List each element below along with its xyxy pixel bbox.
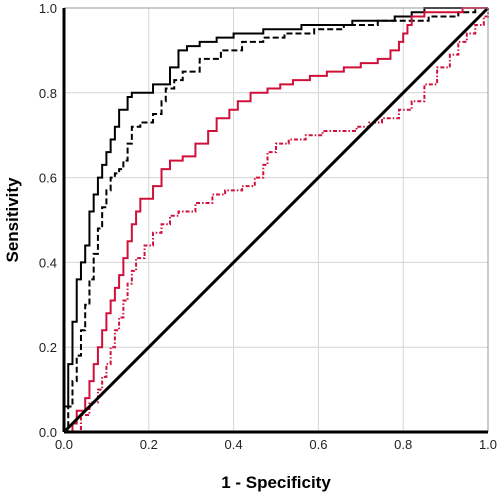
y-tick-label: 0.8 <box>39 86 57 101</box>
x-tick-label: 0.4 <box>225 437 243 452</box>
reference-diagonal-line <box>62 6 490 434</box>
y-tick-label: 0.4 <box>39 255 57 270</box>
y-tick-label: 0.2 <box>39 340 57 355</box>
axes <box>62 7 489 434</box>
x-axis-title: 1 - Specificity <box>221 473 331 492</box>
roc-curve-3 <box>64 7 488 433</box>
roc-curve-4 <box>64 8 489 433</box>
x-tick-label: 0.2 <box>140 437 158 452</box>
y-axis-title: Sensitivity <box>3 177 22 263</box>
x-tick-label: 0.0 <box>55 437 73 452</box>
y-tick-label: 1.0 <box>39 1 57 16</box>
roc-curve-1 <box>63 7 488 432</box>
y-tick-labels: 0.0 0.2 0.4 0.6 0.8 1.0 <box>39 1 57 440</box>
y-tick-label: 0.0 <box>39 425 57 440</box>
x-tick-label: 0.6 <box>309 437 327 452</box>
y-tick-label: 0.6 <box>39 171 57 186</box>
roc-curves <box>62 6 490 434</box>
x-tick-label: 0.8 <box>394 437 412 452</box>
x-tick-label: 1.0 <box>479 437 497 452</box>
x-tick-labels: 0.0 0.2 0.4 0.6 0.8 1.0 <box>55 437 497 452</box>
